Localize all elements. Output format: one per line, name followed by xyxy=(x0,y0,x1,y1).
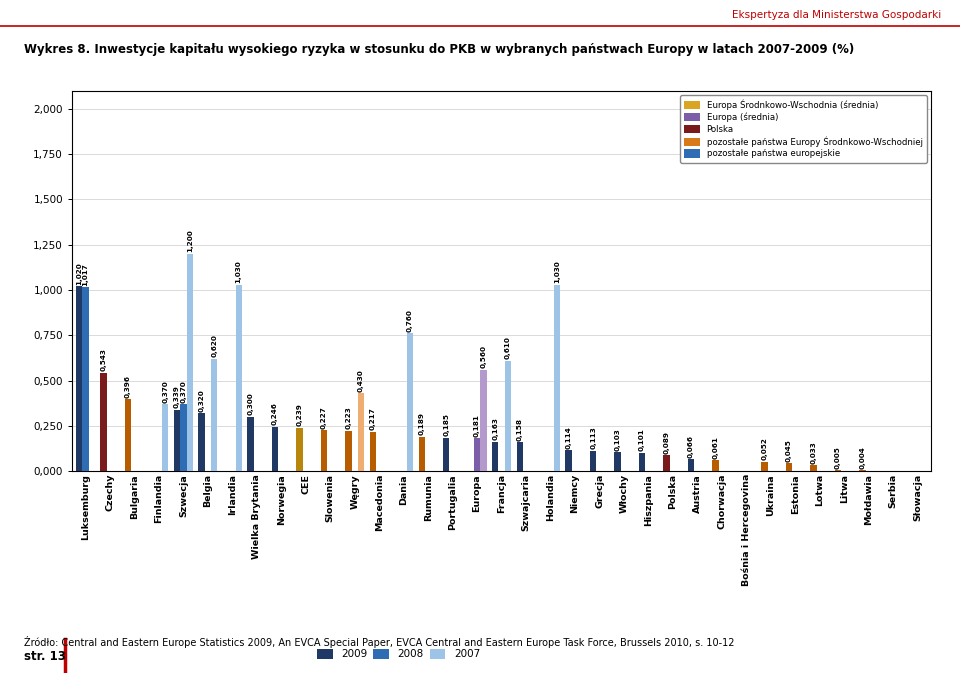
Text: 0,004: 0,004 xyxy=(859,446,865,469)
Bar xyxy=(297,428,302,471)
Bar xyxy=(199,413,204,471)
Bar xyxy=(663,455,670,471)
Text: 0,114: 0,114 xyxy=(565,426,571,449)
Text: 0,227: 0,227 xyxy=(321,406,327,429)
Text: 0,052: 0,052 xyxy=(761,437,767,460)
Text: 0,610: 0,610 xyxy=(505,336,511,359)
Bar xyxy=(125,399,132,471)
Bar xyxy=(101,373,107,471)
Bar xyxy=(174,410,180,471)
Text: str. 13: str. 13 xyxy=(24,650,66,663)
Bar xyxy=(474,438,480,471)
Bar xyxy=(407,334,413,471)
Text: 0,045: 0,045 xyxy=(786,439,792,462)
Text: 1,020: 1,020 xyxy=(76,262,83,285)
Bar xyxy=(162,404,168,471)
Text: 0,103: 0,103 xyxy=(614,428,620,451)
Text: 0,101: 0,101 xyxy=(639,429,645,452)
Text: 1,030: 1,030 xyxy=(236,260,242,283)
Text: 1,017: 1,017 xyxy=(83,262,88,285)
Bar xyxy=(565,450,572,471)
Text: 0,620: 0,620 xyxy=(211,334,217,357)
Bar xyxy=(492,441,498,471)
Bar xyxy=(248,417,253,471)
Bar xyxy=(590,451,596,471)
Bar xyxy=(358,393,364,471)
Bar xyxy=(639,453,645,471)
Text: 0,033: 0,033 xyxy=(810,441,816,464)
Text: 0,430: 0,430 xyxy=(358,369,364,392)
Bar xyxy=(346,431,351,471)
Bar xyxy=(835,470,841,471)
Bar xyxy=(516,442,523,471)
Bar xyxy=(180,404,186,471)
Text: 0,089: 0,089 xyxy=(663,431,669,454)
Text: Źródło: Central and Eastern Europe Statistics 2009, An EVCA Special Paper, EVCA : Źródło: Central and Eastern Europe Stati… xyxy=(24,636,734,648)
Legend: 2009, 2008, 2007: 2009, 2008, 2007 xyxy=(313,645,484,664)
Text: 1,200: 1,200 xyxy=(187,229,193,252)
Bar xyxy=(186,254,193,471)
Bar xyxy=(859,470,866,471)
Bar xyxy=(505,361,511,471)
Text: 0,061: 0,061 xyxy=(712,435,718,458)
Text: 0,223: 0,223 xyxy=(346,406,351,429)
Bar xyxy=(272,427,278,471)
Text: 0,005: 0,005 xyxy=(835,446,841,469)
Bar xyxy=(419,437,425,471)
Text: 0,066: 0,066 xyxy=(688,435,694,458)
Text: 0,760: 0,760 xyxy=(407,309,413,332)
Bar xyxy=(235,285,242,471)
Text: 0,246: 0,246 xyxy=(272,402,278,425)
Text: Wykres 8. Inwestycje kapitału wysokiego ryzyka w stosunku do PKB w wybranych pań: Wykres 8. Inwestycje kapitału wysokiego … xyxy=(24,43,854,56)
Text: 0,113: 0,113 xyxy=(590,427,596,449)
Text: 0,163: 0,163 xyxy=(492,417,498,440)
Bar xyxy=(211,359,217,471)
Text: 0,396: 0,396 xyxy=(125,375,132,398)
Bar xyxy=(444,437,449,471)
Bar xyxy=(480,369,487,471)
Text: 0,370: 0,370 xyxy=(180,380,186,402)
Bar xyxy=(370,432,376,471)
Text: 0,181: 0,181 xyxy=(474,414,480,437)
Bar xyxy=(712,460,719,471)
Text: 0,370: 0,370 xyxy=(162,380,168,402)
Text: Ekspertyza dla Ministerstwa Gospodarki: Ekspertyza dla Ministerstwa Gospodarki xyxy=(732,10,941,20)
Text: 0,300: 0,300 xyxy=(248,392,253,415)
Bar xyxy=(614,452,621,471)
Text: 0,189: 0,189 xyxy=(419,413,424,435)
Text: 0,158: 0,158 xyxy=(516,418,522,441)
Bar xyxy=(321,430,327,471)
Bar xyxy=(554,285,560,471)
Text: 0,217: 0,217 xyxy=(370,408,376,430)
Text: 0,339: 0,339 xyxy=(174,386,180,409)
Bar xyxy=(810,465,817,471)
Text: 1,030: 1,030 xyxy=(554,260,560,283)
Bar xyxy=(786,463,792,471)
Text: 0,560: 0,560 xyxy=(481,345,487,368)
Text: 0,239: 0,239 xyxy=(297,404,302,427)
Bar xyxy=(761,462,768,471)
Bar xyxy=(76,287,83,471)
Text: 0,320: 0,320 xyxy=(199,389,204,412)
Bar xyxy=(688,459,694,471)
Bar xyxy=(83,287,88,471)
Text: 0,185: 0,185 xyxy=(444,413,449,436)
Text: 0,543: 0,543 xyxy=(101,349,107,371)
